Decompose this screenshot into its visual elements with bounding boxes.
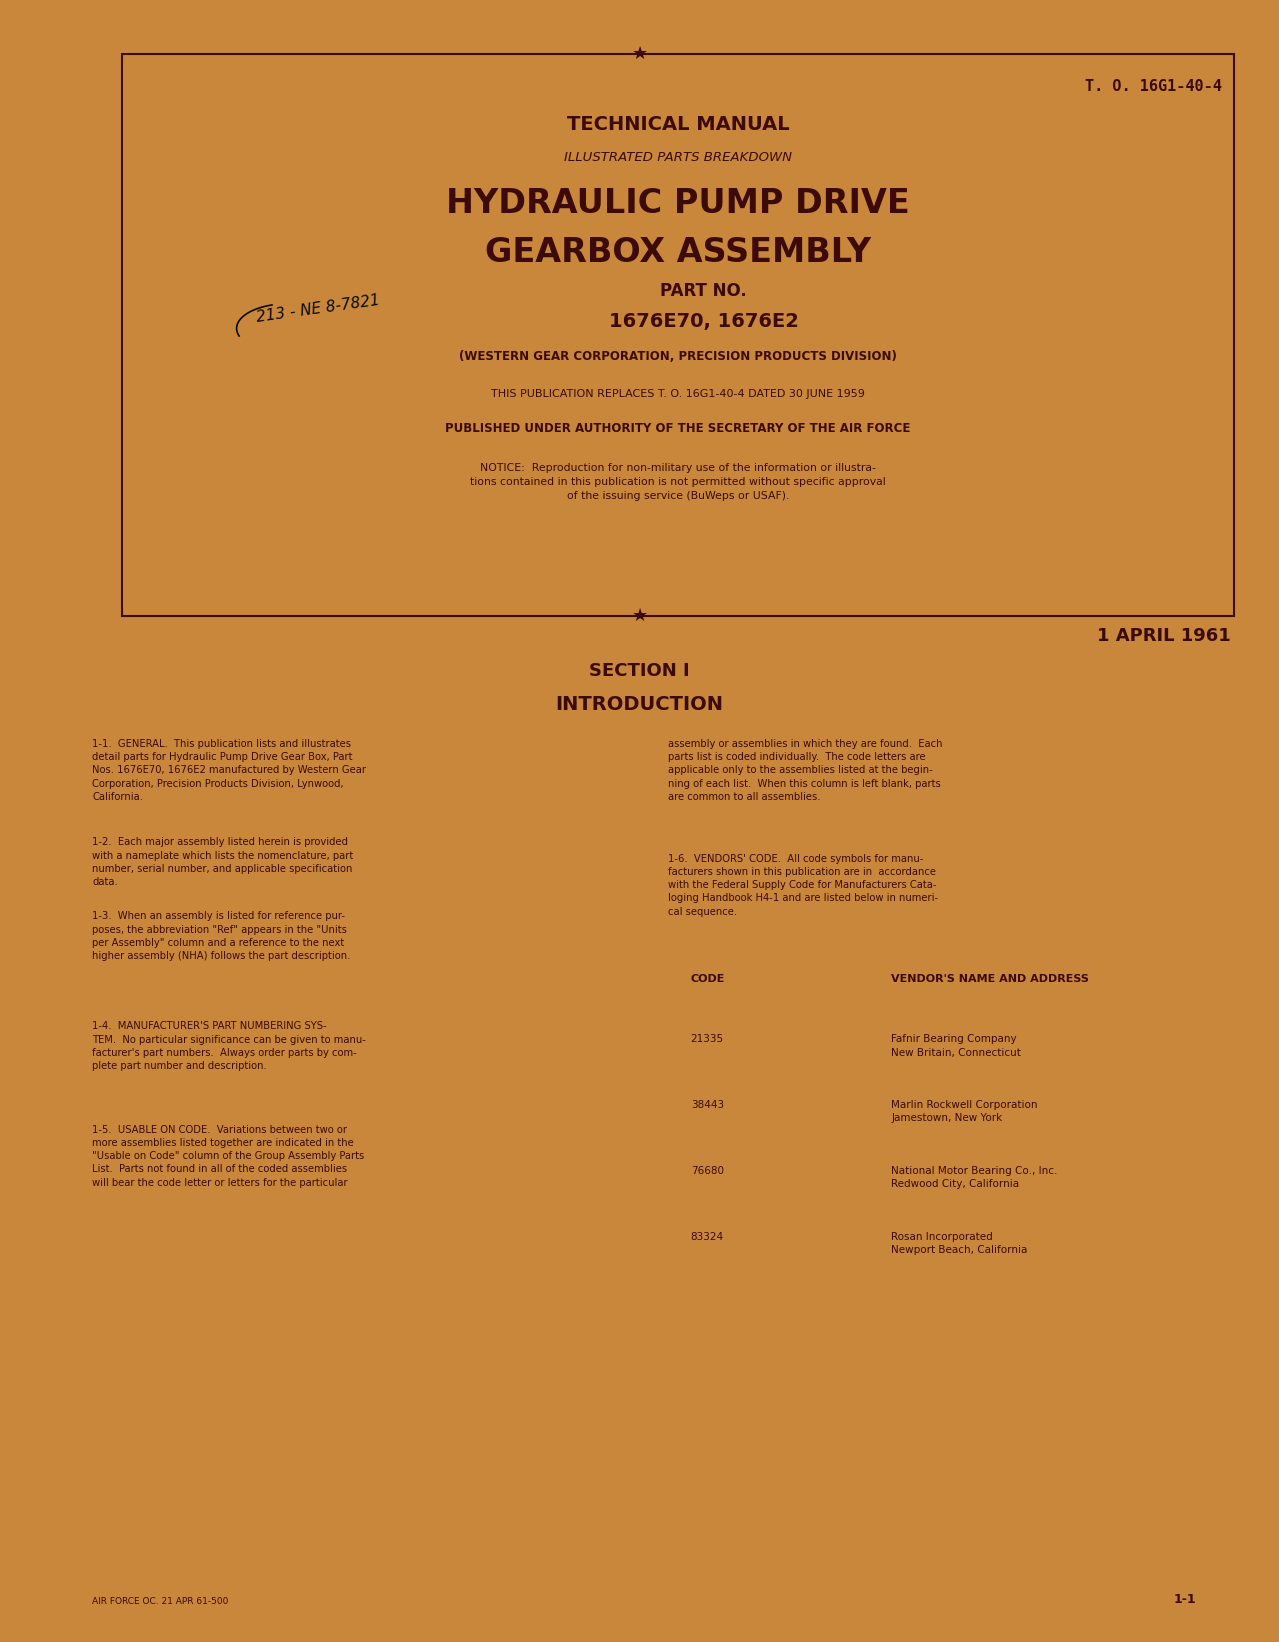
Text: 1-2.  Each major assembly listed herein is provided
with a nameplate which lists: 1-2. Each major assembly listed herein i… xyxy=(92,837,353,887)
Bar xyxy=(122,54,1234,616)
Text: 1-1.  GENERAL.  This publication lists and illustrates
detail parts for Hydrauli: 1-1. GENERAL. This publication lists and… xyxy=(92,739,366,801)
Text: 83324: 83324 xyxy=(691,1232,724,1241)
Text: NOTICE:  Reproduction for non-military use of the information or illustra-
tions: NOTICE: Reproduction for non-military us… xyxy=(469,463,886,501)
Text: 1 APRIL 1961: 1 APRIL 1961 xyxy=(1096,627,1230,645)
Text: TECHNICAL MANUAL: TECHNICAL MANUAL xyxy=(567,115,789,135)
Text: CODE: CODE xyxy=(691,974,725,984)
Text: SECTION I: SECTION I xyxy=(590,662,689,680)
Text: 38443: 38443 xyxy=(691,1100,724,1110)
Text: 1676E70, 1676E2: 1676E70, 1676E2 xyxy=(609,312,798,332)
Text: 1-1: 1-1 xyxy=(1173,1593,1196,1606)
Text: ★: ★ xyxy=(632,46,647,62)
Text: ★: ★ xyxy=(632,608,647,624)
Text: T. O. 16G1-40-4: T. O. 16G1-40-4 xyxy=(1085,79,1221,94)
Text: Marlin Rockwell Corporation
Jamestown, New York: Marlin Rockwell Corporation Jamestown, N… xyxy=(891,1100,1039,1123)
Text: ILLUSTRATED PARTS BREAKDOWN: ILLUSTRATED PARTS BREAKDOWN xyxy=(564,151,792,164)
Text: 1-4.  MANUFACTURER'S PART NUMBERING SYS-
TEM.  No particular significance can be: 1-4. MANUFACTURER'S PART NUMBERING SYS- … xyxy=(92,1021,366,1071)
Text: Fafnir Bearing Company
New Britain, Connecticut: Fafnir Bearing Company New Britain, Conn… xyxy=(891,1034,1022,1057)
Text: GEARBOX ASSEMBLY: GEARBOX ASSEMBLY xyxy=(485,236,871,269)
Text: AIR FORCE OC. 21 APR 61-500: AIR FORCE OC. 21 APR 61-500 xyxy=(92,1598,229,1606)
Text: HYDRAULIC PUMP DRIVE: HYDRAULIC PUMP DRIVE xyxy=(446,187,909,220)
Text: (WESTERN GEAR CORPORATION, PRECISION PRODUCTS DIVISION): (WESTERN GEAR CORPORATION, PRECISION PRO… xyxy=(459,350,897,363)
Text: VENDOR'S NAME AND ADDRESS: VENDOR'S NAME AND ADDRESS xyxy=(891,974,1090,984)
Text: PART NO.: PART NO. xyxy=(660,282,747,300)
Text: INTRODUCTION: INTRODUCTION xyxy=(555,695,724,714)
Text: 1-6.  VENDORS' CODE.  All code symbols for manu-
facturers shown in this publica: 1-6. VENDORS' CODE. All code symbols for… xyxy=(668,854,938,916)
Text: assembly or assemblies in which they are found.  Each
parts list is coded indivi: assembly or assemblies in which they are… xyxy=(668,739,943,801)
Text: 76680: 76680 xyxy=(691,1166,724,1176)
Text: Rosan Incorporated
Newport Beach, California: Rosan Incorporated Newport Beach, Califo… xyxy=(891,1232,1028,1254)
Text: 21335: 21335 xyxy=(691,1034,724,1044)
Text: 1-5.  USABLE ON CODE.  Variations between two or
more assemblies listed together: 1-5. USABLE ON CODE. Variations between … xyxy=(92,1125,365,1187)
Text: 213 - NE 8-7821: 213 - NE 8-7821 xyxy=(256,292,381,325)
Text: 1-3.  When an assembly is listed for reference pur-
poses, the abbreviation "Ref: 1-3. When an assembly is listed for refe… xyxy=(92,911,350,961)
Text: PUBLISHED UNDER AUTHORITY OF THE SECRETARY OF THE AIR FORCE: PUBLISHED UNDER AUTHORITY OF THE SECRETA… xyxy=(445,422,911,435)
Text: National Motor Bearing Co., Inc.
Redwood City, California: National Motor Bearing Co., Inc. Redwood… xyxy=(891,1166,1058,1189)
Text: THIS PUBLICATION REPLACES T. O. 16G1-40-4 DATED 30 JUNE 1959: THIS PUBLICATION REPLACES T. O. 16G1-40-… xyxy=(491,389,865,399)
